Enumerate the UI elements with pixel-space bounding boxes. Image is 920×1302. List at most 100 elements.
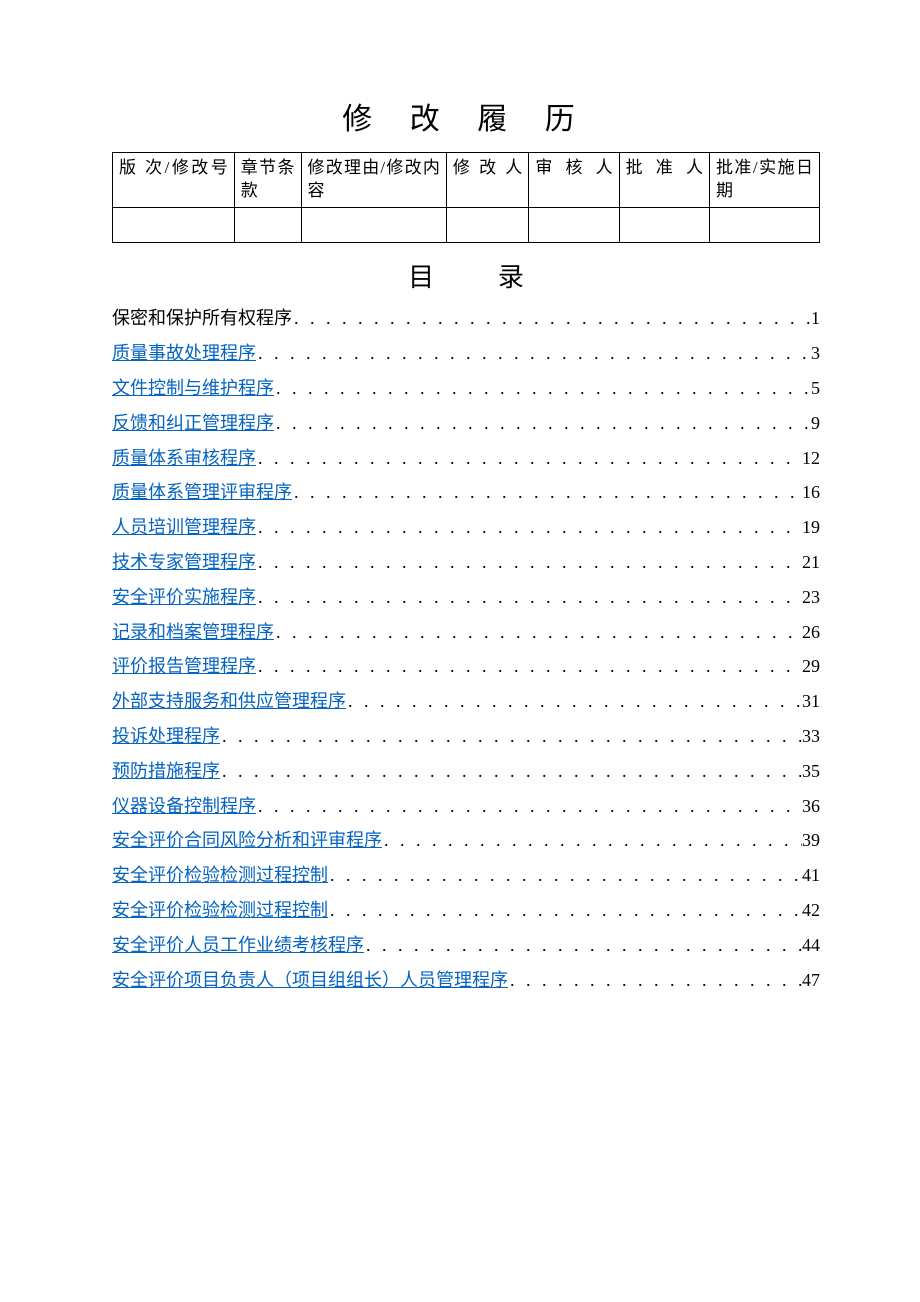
toc-item-label[interactable]: 外部支持服务和供应管理程序 bbox=[112, 687, 346, 716]
toc-item-page: 39 bbox=[802, 826, 820, 855]
cell-1 bbox=[234, 207, 301, 242]
toc-item-label[interactable]: 安全评价人员工作业绩考核程序 bbox=[112, 931, 364, 960]
toc-item-3[interactable]: 反馈和纠正管理程序 9 bbox=[112, 409, 820, 438]
toc-item-page: 44 bbox=[802, 931, 820, 960]
toc-item-label[interactable]: 预防措施程序 bbox=[112, 757, 220, 786]
toc-item-18[interactable]: 安全评价人员工作业绩考核程序 44 bbox=[112, 931, 820, 960]
toc-item-page: 29 bbox=[802, 652, 820, 681]
toc-item-7[interactable]: 技术专家管理程序 21 bbox=[112, 548, 820, 577]
cell-2 bbox=[301, 207, 446, 242]
cell-3 bbox=[446, 207, 528, 242]
toc-item-17[interactable]: 安全评价检验检测过程控制 42 bbox=[112, 896, 820, 925]
toc-item-15[interactable]: 安全评价合同风险分析和评审程序 39 bbox=[112, 826, 820, 855]
toc-item-page: 26 bbox=[802, 618, 820, 647]
toc-leader bbox=[256, 339, 811, 368]
toc-item-label[interactable]: 质量体系管理评审程序 bbox=[112, 478, 292, 507]
toc-leader bbox=[382, 826, 802, 855]
cell-6 bbox=[709, 207, 819, 242]
revision-history-table: 版 次/修改号 章节条款 修改理由/修改内容 修改人 审核人 批准人 批准/实施… bbox=[112, 152, 820, 243]
toc-leader bbox=[256, 513, 802, 542]
cell-0 bbox=[113, 207, 235, 242]
toc-item-label[interactable]: 记录和档案管理程序 bbox=[112, 618, 274, 647]
toc-item-page: 16 bbox=[802, 478, 820, 507]
toc-item-page: 33 bbox=[802, 722, 820, 751]
toc-leader bbox=[256, 792, 802, 821]
toc-item-label[interactable]: 安全评价实施程序 bbox=[112, 583, 256, 612]
toc-item-page: 5 bbox=[811, 374, 820, 403]
toc-item-14[interactable]: 仪器设备控制程序 36 bbox=[112, 792, 820, 821]
toc-item-page: 3 bbox=[811, 339, 820, 368]
toc-item-19[interactable]: 安全评价项目负责人（项目组组长）人员管理程序 47 bbox=[112, 966, 820, 995]
table-row bbox=[113, 207, 820, 242]
col-header-1: 章节条款 bbox=[234, 153, 301, 208]
toc-item-label[interactable]: 仪器设备控制程序 bbox=[112, 792, 256, 821]
toc-item-1[interactable]: 质量事故处理程序 3 bbox=[112, 339, 820, 368]
toc-item-13[interactable]: 预防措施程序 35 bbox=[112, 757, 820, 786]
toc-item-label[interactable]: 人员培训管理程序 bbox=[112, 513, 256, 542]
toc-item-page: 47 bbox=[802, 966, 820, 995]
toc-item-label: 保密和保护所有权程序 bbox=[112, 304, 292, 333]
cell-4 bbox=[529, 207, 619, 242]
toc-leader bbox=[274, 618, 802, 647]
toc-item-label[interactable]: 技术专家管理程序 bbox=[112, 548, 256, 577]
toc-item-page: 23 bbox=[802, 583, 820, 612]
toc-item-page: 9 bbox=[811, 409, 820, 438]
toc-leader bbox=[220, 757, 802, 786]
toc-leader bbox=[292, 304, 811, 333]
toc-item-label[interactable]: 反馈和纠正管理程序 bbox=[112, 409, 274, 438]
toc-item-page: 41 bbox=[802, 861, 820, 890]
revision-history-title: 修 改 履 历 bbox=[112, 96, 820, 144]
toc-item-0: 保密和保护所有权程序 1 bbox=[112, 304, 820, 333]
toc-leader bbox=[256, 652, 802, 681]
col-header-2: 修改理由/修改内容 bbox=[301, 153, 446, 208]
table-header-row: 版 次/修改号 章节条款 修改理由/修改内容 修改人 审核人 批准人 批准/实施… bbox=[113, 153, 820, 208]
toc-item-label[interactable]: 质量事故处理程序 bbox=[112, 339, 256, 368]
toc-item-11[interactable]: 外部支持服务和供应管理程序 31 bbox=[112, 687, 820, 716]
toc-item-16[interactable]: 安全评价检验检测过程控制 41 bbox=[112, 861, 820, 890]
toc-item-6[interactable]: 人员培训管理程序 19 bbox=[112, 513, 820, 542]
toc-title: 目 录 bbox=[112, 257, 820, 299]
document-page: 修 改 履 历 版 次/修改号 章节条款 修改理由/修改内容 修改人 审核人 批… bbox=[0, 0, 920, 1302]
toc-leader bbox=[220, 722, 802, 751]
toc-leader bbox=[292, 478, 802, 507]
toc-item-label[interactable]: 安全评价合同风险分析和评审程序 bbox=[112, 826, 382, 855]
toc-leader bbox=[328, 861, 802, 890]
toc-item-label[interactable]: 投诉处理程序 bbox=[112, 722, 220, 751]
toc-item-8[interactable]: 安全评价实施程序 23 bbox=[112, 583, 820, 612]
toc-item-5[interactable]: 质量体系管理评审程序 16 bbox=[112, 478, 820, 507]
col-header-5: 批准人 bbox=[619, 153, 709, 208]
toc-leader bbox=[328, 896, 802, 925]
toc-item-page: 19 bbox=[802, 513, 820, 542]
toc-item-12[interactable]: 投诉处理程序 33 bbox=[112, 722, 820, 751]
toc-leader bbox=[256, 548, 802, 577]
toc-leader bbox=[364, 931, 802, 960]
toc-item-label[interactable]: 质量体系审核程序 bbox=[112, 444, 256, 473]
toc-leader bbox=[274, 374, 811, 403]
toc-item-label[interactable]: 文件控制与维护程序 bbox=[112, 374, 274, 403]
toc-item-2[interactable]: 文件控制与维护程序 5 bbox=[112, 374, 820, 403]
toc-item-label[interactable]: 安全评价项目负责人（项目组组长）人员管理程序 bbox=[112, 966, 508, 995]
toc-item-page: 31 bbox=[802, 687, 820, 716]
toc-item-page: 21 bbox=[802, 548, 820, 577]
toc-item-10[interactable]: 评价报告管理程序 29 bbox=[112, 652, 820, 681]
toc-item-page: 36 bbox=[802, 792, 820, 821]
toc-leader bbox=[508, 966, 802, 995]
toc-item-4[interactable]: 质量体系审核程序 12 bbox=[112, 444, 820, 473]
toc-item-page: 12 bbox=[802, 444, 820, 473]
col-header-4: 审核人 bbox=[529, 153, 619, 208]
col-header-3: 修改人 bbox=[446, 153, 528, 208]
cell-5 bbox=[619, 207, 709, 242]
toc-leader bbox=[256, 583, 802, 612]
toc-item-label[interactable]: 评价报告管理程序 bbox=[112, 652, 256, 681]
toc-leader bbox=[346, 687, 802, 716]
toc-item-page: 1 bbox=[811, 304, 820, 333]
toc-leader bbox=[274, 409, 811, 438]
toc-item-9[interactable]: 记录和档案管理程序 26 bbox=[112, 618, 820, 647]
toc-item-label[interactable]: 安全评价检验检测过程控制 bbox=[112, 861, 328, 890]
col-header-6: 批准/实施日期 bbox=[709, 153, 819, 208]
revision-table-body bbox=[113, 207, 820, 242]
toc-item-label[interactable]: 安全评价检验检测过程控制 bbox=[112, 896, 328, 925]
toc-leader bbox=[256, 444, 802, 473]
toc-item-page: 35 bbox=[802, 757, 820, 786]
toc-item-page: 42 bbox=[802, 896, 820, 925]
